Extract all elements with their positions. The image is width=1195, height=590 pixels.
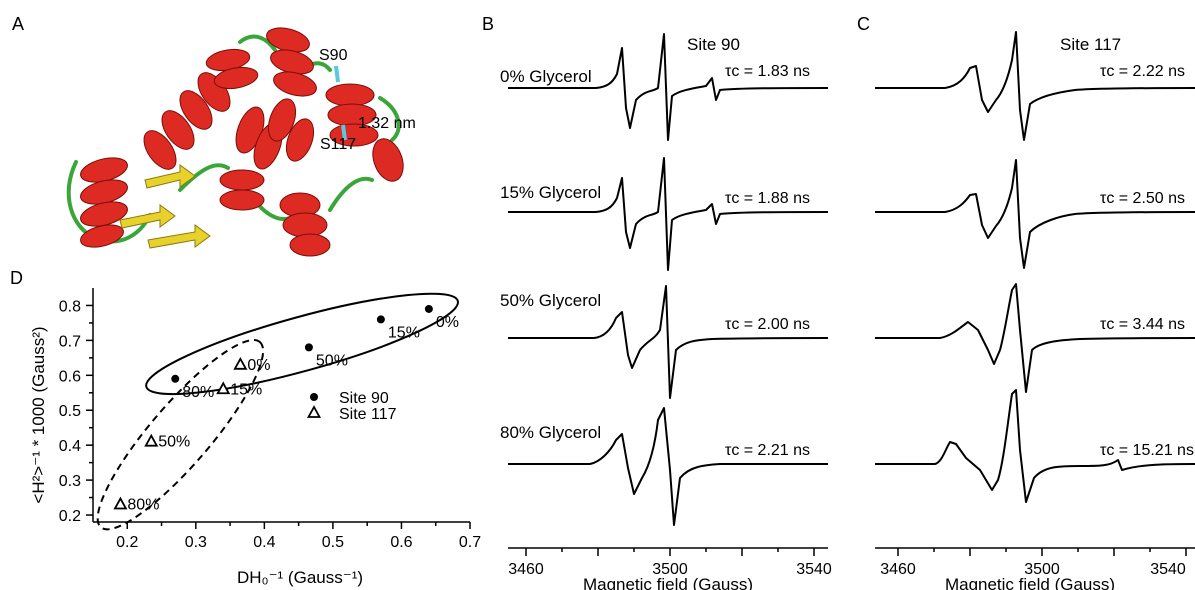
tau-b-3: τc = 2.21 ns (725, 442, 810, 459)
site-117-point (216, 381, 231, 395)
d-y-tick-label: 0.6 (59, 368, 81, 385)
distance-label: 1.32 nm (358, 115, 416, 132)
d-y-tick-label: 0.4 (59, 438, 81, 455)
site-90-point (376, 315, 385, 324)
tau-c-1: τc = 2.50 ns (1100, 190, 1185, 207)
epr-spectrum-c-1 (875, 159, 1195, 269)
point-label: 15% (230, 381, 262, 398)
d-x-tick-label: 0.7 (459, 534, 481, 551)
epr-spectrum-c-2 (875, 283, 1195, 393)
b-x-axis-label: Magnetic field (Gauss) (583, 575, 753, 590)
d-x-tick-label: 0.5 (322, 534, 344, 551)
c-tick-3540: 3540 (1150, 561, 1186, 578)
panel-d-letter: D (10, 268, 23, 288)
b-tick-3460: 3460 (508, 561, 544, 578)
point-label: 50% (316, 352, 348, 369)
d-x-tick-label: 0.4 (253, 534, 275, 551)
protein-structure (66, 27, 404, 257)
panel-c-x-axis (875, 547, 1195, 556)
legend-site-90-label: Site 90 (339, 390, 389, 407)
d-y-axis-label: <H²>⁻¹ * 1000 (Gauss²) (29, 326, 48, 503)
panel-b-site-title: Site 90 (687, 35, 740, 54)
point-label: 80% (182, 384, 214, 401)
tau-c-2: τc = 3.44 ns (1100, 316, 1185, 333)
legend-site-117-label: Site 117 (339, 406, 397, 423)
legend-site-90-marker (310, 393, 318, 401)
epr-spectrum-b-1 (508, 157, 829, 271)
d-x-tick-label: 0.3 (185, 534, 207, 551)
tau-b-0: τc = 1.83 ns (725, 63, 810, 80)
glycerol-label-50: 50% Glycerol (500, 291, 601, 310)
c-x-axis-label: Magnetic field (Gauss) (945, 575, 1115, 590)
site-117-point (144, 433, 159, 447)
tau-b-1: τc = 1.88 ns (725, 190, 810, 207)
site-117-group-ellipse (96, 339, 265, 531)
epr-spectrum-c-0 (875, 31, 1195, 141)
c-tick-3460: 3460 (880, 561, 916, 578)
site-90-point (424, 304, 433, 313)
b-tick-3540: 3540 (796, 561, 832, 578)
b-tick-3500: 3500 (652, 561, 688, 578)
panel-c-letter: C (857, 14, 870, 34)
d-y-tick-label: 0.8 (59, 298, 81, 315)
scatter-chart: 0.2 0.3 0.4 0.5 0.6 0.7 0.2 0.3 0.4 0.5 0.6 0.7 0.8 8… (59, 288, 481, 551)
tau-c-3: τc = 15.21 ns (1100, 442, 1194, 459)
glycerol-label-80: 80% Glycerol (500, 423, 601, 442)
epr-spectrum-b-2 (508, 285, 829, 399)
epr-spectrum-c-3 (875, 389, 1195, 503)
tau-b-2: τc = 2.00 ns (725, 316, 810, 333)
site-117-point (233, 356, 248, 370)
glycerol-label-0: 0% Glycerol (500, 67, 592, 86)
d-x-axis-label: DH₀⁻¹ (Gauss⁻¹) (237, 568, 363, 587)
point-label: 50% (158, 434, 190, 451)
site-90-group-ellipse (145, 292, 459, 396)
panel-a-letter: A (12, 14, 24, 34)
c-tick-3500: 3500 (1024, 561, 1060, 578)
point-label: 15% (388, 324, 420, 341)
site-s90-label: S90 (319, 47, 348, 64)
epr-spectrum-b-0 (508, 33, 829, 141)
panel-b-letter: B (482, 14, 494, 34)
legend-site-117-marker (306, 405, 322, 418)
epr-spectrum-b-3 (508, 407, 828, 526)
site-90-point (171, 374, 180, 383)
tau-c-0: τc = 2.22 ns (1100, 63, 1185, 80)
point-label: 0% (247, 357, 270, 374)
point-label: 0% (436, 314, 459, 331)
site-90-point (304, 343, 313, 352)
d-y-tick-label: 0.7 (59, 333, 81, 350)
d-y-tick-label: 0.5 (59, 403, 81, 420)
d-x-tick-label: 0.2 (116, 534, 138, 551)
d-x-tick-label: 0.6 (390, 534, 412, 551)
panel-b-x-axis (508, 547, 828, 556)
site-117-point (113, 496, 128, 510)
d-y-tick-label: 0.3 (59, 473, 81, 490)
panel-c-site-title: Site 117 (1060, 35, 1121, 54)
d-y-tick-label: 0.2 (59, 508, 81, 525)
glycerol-label-15: 15% Glycerol (500, 183, 601, 202)
site-s117-label: S117 (320, 136, 356, 153)
point-label: 80% (127, 497, 159, 514)
